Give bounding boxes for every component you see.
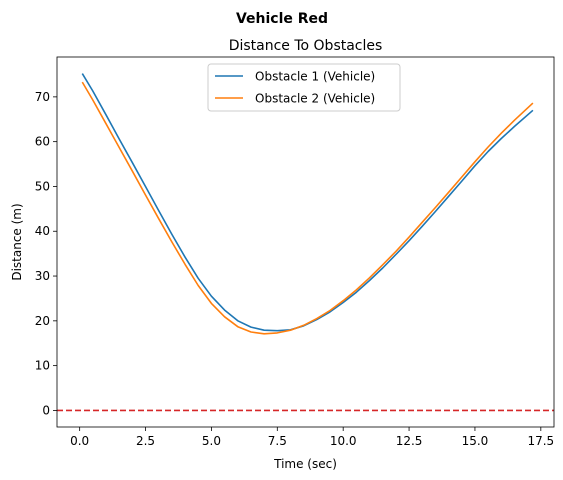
- x-tick-label: 5.0: [202, 434, 221, 448]
- x-tick-label: 12.5: [396, 434, 423, 448]
- x-tick-label: 0.0: [70, 434, 89, 448]
- y-tick-label: 70: [35, 90, 50, 104]
- x-tick-label: 10.0: [330, 434, 357, 448]
- y-tick-label: 30: [35, 269, 50, 283]
- legend: Obstacle 1 (Vehicle) Obstacle 2 (Vehicle…: [207, 63, 401, 112]
- x-tick-label: 15.0: [462, 434, 489, 448]
- y-tick-label: 10: [35, 359, 50, 373]
- x-tick-label: 17.5: [527, 434, 554, 448]
- y-tick-label: 60: [35, 135, 50, 149]
- axes-border: [56, 56, 555, 428]
- y-tick-label: 20: [35, 314, 50, 328]
- figure-suptitle: Vehicle Red: [236, 11, 328, 27]
- plot-area: 0.0 2.5 5.0 7.5 10.0 12.5 15.0 17.5 0 10 20 30 40 50…: [35, 56, 555, 448]
- legend-label-obstacle-2: Obstacle 2 (Vehicle): [255, 92, 375, 106]
- y-tick-label: 0: [42, 403, 50, 417]
- legend-label-obstacle-1: Obstacle 1 (Vehicle): [255, 70, 375, 84]
- chart-title: Distance To Obstacles: [229, 38, 383, 54]
- x-tick-label: 2.5: [136, 434, 155, 448]
- legend-frame: [207, 63, 401, 112]
- y-axis-ticks: 0 10 20 30 40 50 60 70: [35, 90, 57, 417]
- y-tick-label: 50: [35, 179, 50, 193]
- x-axis-ticks: 0.0 2.5 5.0 7.5 10.0 12.5 15.0 17.5: [70, 427, 554, 448]
- y-tick-label: 40: [35, 224, 50, 238]
- x-tick-label: 7.5: [268, 434, 287, 448]
- series-layer: [81, 73, 534, 335]
- x-axis-label: Time (sec): [273, 457, 337, 471]
- axes-background: [57, 57, 554, 427]
- series-line-obstacle-2: [81, 81, 534, 335]
- y-axis-label: Distance (m): [10, 203, 24, 280]
